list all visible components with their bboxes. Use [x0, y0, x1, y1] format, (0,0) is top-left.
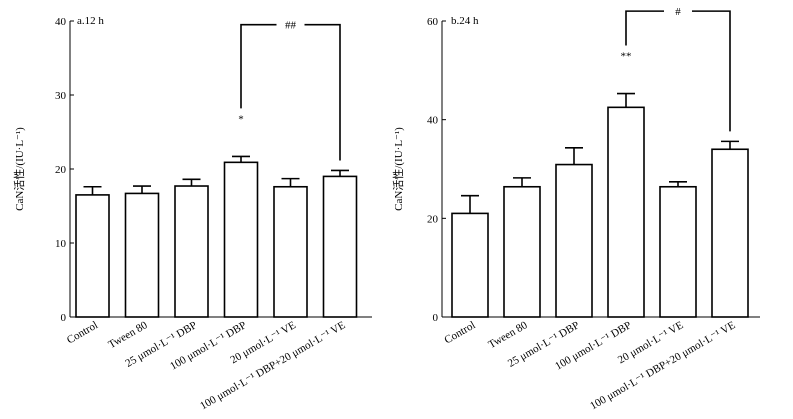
bar: [223, 161, 259, 318]
bar: [75, 194, 110, 318]
bar: [555, 163, 593, 318]
y-axis-label: CaN活性/(IU·L⁻¹): [12, 127, 26, 211]
panel-title: b.24 h: [451, 15, 479, 27]
panel-title: a.12 h: [77, 15, 104, 27]
chart-a-12h: 0 10 20 30 40 CaN活性/(IU·L⁻¹) a.12 h Control Twee…: [12, 15, 372, 412]
bar: [503, 185, 541, 318]
significance-marker: **: [621, 51, 632, 63]
y-tick-label: 10: [55, 238, 67, 250]
y-tick-label: 0: [61, 312, 67, 324]
x-category-label: Control: [442, 319, 477, 346]
y-tick-label: 60: [427, 16, 439, 28]
significance-marker: *: [238, 113, 244, 125]
bar: [174, 185, 209, 318]
bar: [451, 212, 489, 318]
y-axis-label: CaN活性/(IU·L⁻¹): [391, 127, 405, 211]
bar: [273, 185, 308, 318]
comparison-bracket-left: [240, 23, 277, 109]
x-category-label: Tween 80: [106, 319, 150, 351]
comparison-bracket-right: [304, 23, 341, 161]
bar: [659, 185, 697, 318]
y-tick-label: 40: [427, 115, 439, 127]
chart-b-24h: 0 20 40 60 CaN活性/(IU·L⁻¹) b.24 h Control Tween …: [391, 6, 760, 412]
comparison-label: ##: [285, 20, 297, 32]
comparison-bracket-right: [692, 10, 731, 132]
y-tick-label: 20: [55, 164, 67, 176]
comparison-bracket-left: [625, 10, 664, 46]
y-tick-label: 40: [55, 16, 67, 28]
bar: [124, 192, 160, 318]
bar: [711, 148, 749, 318]
y-tick-label: 0: [433, 312, 439, 324]
bar: [607, 106, 645, 318]
comparison-label: #: [675, 6, 681, 18]
y-tick-label: 20: [427, 213, 439, 225]
bar: [322, 175, 358, 318]
x-category-label: Control: [65, 319, 100, 346]
y-tick-label: 30: [55, 90, 67, 102]
x-category-label: Tween 80: [486, 319, 530, 351]
